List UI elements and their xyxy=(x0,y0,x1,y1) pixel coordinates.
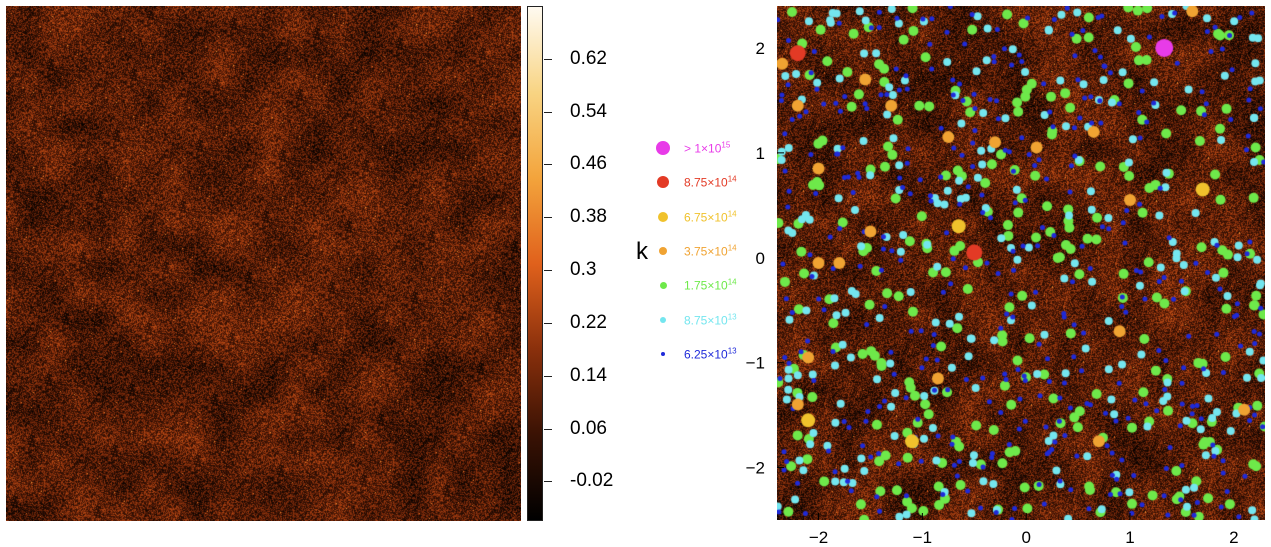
legend-label: 8.75×1014 xyxy=(684,175,737,190)
legend-label: 1.75×1014 xyxy=(684,278,737,293)
legend-label: 3.75×1014 xyxy=(684,243,737,258)
colorbar-tick xyxy=(544,164,552,166)
colorbar-tick xyxy=(544,481,552,483)
legend-label-base: 6.25×10 xyxy=(684,347,728,362)
legend-label-base: > 1×10 xyxy=(684,141,722,156)
legend-label-base: 3.75×10 xyxy=(684,244,728,259)
colorbar-tick-label: 0.38 xyxy=(570,206,607,228)
legend-label: > 1×1015 xyxy=(684,141,730,156)
colorbar-tick-label: 0.3 xyxy=(570,259,597,281)
colorbar-tick-label: 0.46 xyxy=(570,153,607,175)
colorbar xyxy=(527,6,543,521)
colorbar-tick xyxy=(544,217,552,219)
colorbar-tick xyxy=(544,58,552,60)
legend-label-exponent: 15 xyxy=(721,140,731,150)
colorbar-tick xyxy=(544,428,552,430)
colorbar-title: k xyxy=(636,238,648,265)
legend-label-base: 8.75×10 xyxy=(684,175,728,190)
legend-label-exponent: 14 xyxy=(727,277,737,287)
legend-label-base: 6.75×10 xyxy=(684,210,728,225)
colorbar-tick xyxy=(544,111,552,113)
colorbar-tick-label: 0.62 xyxy=(570,47,607,69)
convergence-map-canvas xyxy=(6,6,521,521)
legend-label-exponent: 14 xyxy=(727,174,737,184)
halo-mass-legend: > 1×1015 8.75×1014 6.75×1014 3.75×1014 1.75×… xyxy=(650,0,780,547)
colorbar-tick xyxy=(544,322,552,324)
legend-label-exponent: 13 xyxy=(727,312,737,321)
legend-marker xyxy=(659,281,667,289)
legend-marker xyxy=(659,246,667,255)
legend-marker xyxy=(661,351,665,356)
colorbar-tick xyxy=(544,270,552,272)
colorbar-tick xyxy=(544,375,552,377)
legend-label-exponent: 14 xyxy=(727,243,737,253)
x-tick-label: −2 xyxy=(809,528,828,547)
colorbar-tick-label: 0.54 xyxy=(570,100,607,122)
legend-label-exponent: 13 xyxy=(727,346,737,356)
legend-label-exponent: 14 xyxy=(727,209,737,219)
legend-label: 6.25×1013 xyxy=(684,346,737,361)
legend-label-base: 8.75×10 xyxy=(684,313,728,327)
convergence-map-with-halos xyxy=(777,6,1265,520)
colorbar-ticks: 0.62 0.54 0.46 0.38 0.3 0.22 0.14 0.06 -0.02 xyxy=(544,0,654,547)
convergence-map-left xyxy=(6,6,521,521)
x-tick-label: −1 xyxy=(913,528,932,547)
colorbar-tick-label: 0.14 xyxy=(570,364,607,386)
x-tick-label: 0 xyxy=(1021,528,1030,547)
legend-marker xyxy=(660,316,666,323)
legend-label-base: 1.75×10 xyxy=(684,278,728,293)
halo-scatter-canvas xyxy=(777,6,1265,520)
legend-marker xyxy=(657,176,669,189)
legend-marker xyxy=(656,141,670,155)
colorbar-tick-label: 0.06 xyxy=(570,417,607,439)
legend-label: 8.75×1013 xyxy=(684,312,737,327)
legend-label: 6.75×1014 xyxy=(684,209,737,224)
legend-marker xyxy=(658,211,668,222)
x-tick-label: 1 xyxy=(1125,528,1134,547)
x-tick-label: 2 xyxy=(1229,528,1238,547)
colorbar-tick-label: -0.02 xyxy=(570,470,614,492)
colorbar-tick-label: 0.22 xyxy=(570,311,607,333)
